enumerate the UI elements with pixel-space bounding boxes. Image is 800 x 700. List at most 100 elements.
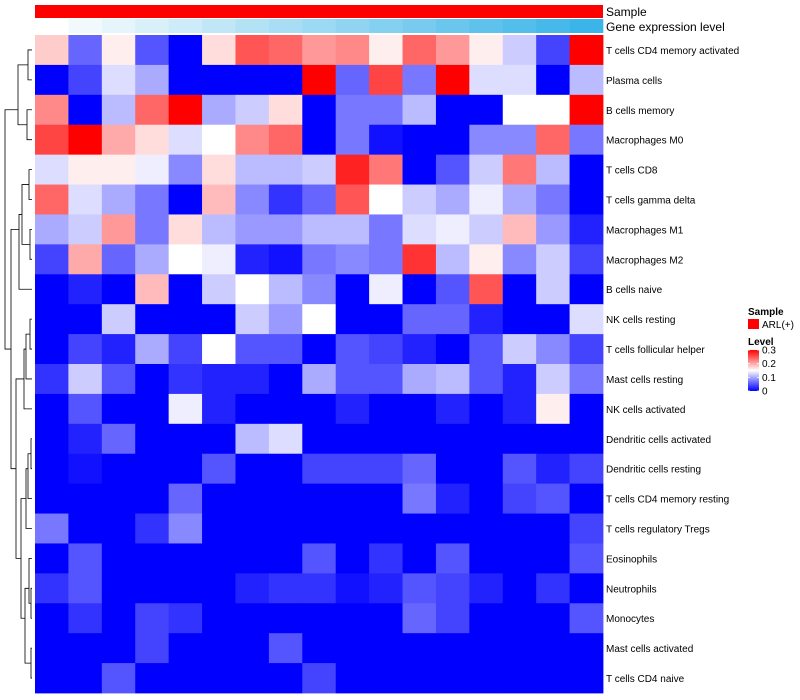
heatmap-cell	[569, 663, 604, 694]
heatmap-cell	[202, 364, 236, 395]
heatmap-cell	[569, 334, 604, 365]
heatmap-cell	[35, 453, 69, 485]
heatmap-cell	[135, 35, 170, 66]
heatmap-cell	[168, 573, 203, 604]
row-label: T cells CD4 memory activated	[606, 46, 739, 57]
heatmap-cell	[469, 64, 504, 96]
legend-tick-label: 0.1	[762, 373, 776, 384]
heatmap-cell	[135, 364, 170, 395]
heatmap-cell	[369, 154, 403, 185]
heatmap-cell	[569, 453, 604, 485]
heatmap-cell	[302, 124, 337, 156]
heatmap-cell	[536, 453, 570, 485]
heatmap-cell	[235, 214, 270, 245]
heatmap-cell	[202, 94, 236, 126]
row-label: Macrophages M2	[606, 255, 684, 266]
row-label: Dendritic cells activated	[606, 435, 711, 446]
heatmap-cell	[402, 543, 437, 574]
heatmap-cell	[469, 603, 504, 634]
row-label: Dendritic cells resting	[606, 465, 701, 476]
heatmap-cell	[369, 214, 403, 245]
heatmap-cell	[469, 184, 504, 215]
row-labels: T cells CD4 memory activated Plasma cells…	[606, 46, 739, 685]
heatmap-cell	[35, 483, 69, 514]
heatmap-cell	[168, 124, 203, 156]
heatmap-cell	[402, 184, 437, 215]
heatmap-cell	[168, 483, 203, 514]
heatmap-cell	[302, 663, 337, 694]
dendrogram-branch	[15, 378, 24, 559]
heatmap-cell	[168, 274, 203, 305]
heatmap-cell	[369, 513, 403, 544]
heatmap-cell	[202, 453, 236, 485]
heatmap-cell	[435, 304, 470, 335]
heatmap-cell	[35, 334, 69, 365]
heatmap-cell	[35, 573, 69, 604]
heatmap-cell	[335, 663, 370, 694]
heatmap-cell	[68, 154, 103, 185]
heatmap-cell	[536, 94, 570, 126]
heatmap-cell	[435, 513, 470, 544]
heatmap-cell	[502, 304, 537, 335]
heatmap-cell	[202, 633, 236, 664]
heatmap-cell	[402, 64, 437, 96]
heatmap-cell	[369, 64, 403, 96]
dendrogram-branch	[30, 438, 32, 470]
heatmap-cell	[435, 124, 470, 156]
heatmap-cell	[335, 573, 370, 604]
heatmap-cell	[569, 423, 604, 455]
heatmap-cell	[168, 513, 203, 544]
heatmap-cell	[235, 603, 270, 634]
heatmap-cell	[369, 633, 403, 664]
heatmap-cell	[68, 94, 103, 126]
heatmap-cell	[502, 124, 537, 156]
row-label: Plasma cells	[606, 76, 662, 87]
heatmap-cell	[435, 573, 470, 604]
heatmap-cell	[135, 94, 170, 126]
heatmap-cell	[502, 603, 537, 634]
heatmap-cell	[536, 364, 570, 395]
heatmap-cell	[402, 214, 437, 245]
dendrogram-branch	[30, 587, 32, 619]
heatmap-cell	[168, 244, 203, 275]
heatmap-cell	[135, 184, 170, 215]
heatmap-cell	[101, 214, 136, 245]
expression-level-cell	[35, 19, 69, 33]
heatmap-cell	[335, 633, 370, 664]
heatmap-cell	[235, 244, 270, 275]
heatmap-cell	[335, 274, 370, 305]
sample-track-bar	[35, 5, 603, 18]
heatmap-cell	[101, 35, 136, 66]
heatmap-cell	[135, 573, 170, 604]
expression-level-cell	[469, 19, 504, 33]
heatmap-cell	[302, 274, 337, 305]
heatmap-cell	[235, 334, 270, 365]
heatmap-cell	[335, 453, 370, 485]
heatmap-cell	[135, 334, 170, 365]
row-label: T cells CD8	[606, 166, 658, 177]
heatmap-cell	[569, 513, 604, 544]
heatmap-cell	[101, 513, 136, 544]
heatmap-cell	[202, 423, 236, 455]
heatmap-cell	[369, 663, 403, 694]
dendrogram-branch	[30, 647, 32, 679]
heatmap-cell	[302, 64, 337, 96]
heatmap-cell	[536, 513, 570, 544]
heatmap-cell	[168, 364, 203, 395]
heatmap-cell	[536, 124, 570, 156]
dendrogram-branch	[17, 64, 28, 126]
heatmap-cell	[569, 35, 604, 66]
heatmap-cell	[335, 184, 370, 215]
heatmap-cell	[235, 364, 270, 395]
heatmap-cell	[402, 513, 437, 544]
heatmap-cell	[235, 423, 270, 455]
expression-level-cell	[68, 19, 103, 33]
heatmap-cell	[469, 244, 504, 275]
heatmap-cell	[536, 184, 570, 215]
heatmap-cell	[569, 214, 604, 245]
heatmap-cell	[235, 274, 270, 305]
dendrogram-branch	[27, 49, 32, 81]
heatmap-cell	[268, 35, 303, 66]
heatmap-cell	[68, 453, 103, 485]
heatmap-cell	[536, 214, 570, 245]
